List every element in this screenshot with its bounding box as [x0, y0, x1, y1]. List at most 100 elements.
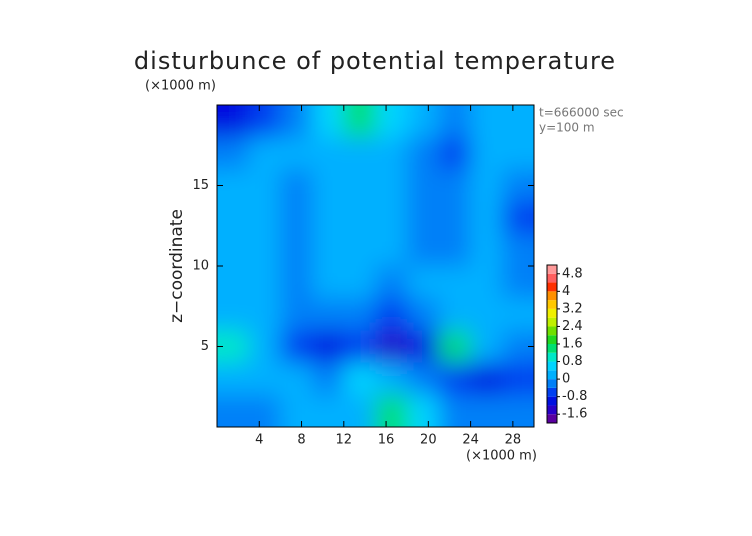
- field-cell: [470, 298, 504, 332]
- field-cell: [470, 266, 504, 300]
- field-cell: [407, 169, 440, 203]
- field-cell: [248, 105, 282, 139]
- field-cell: [312, 330, 345, 364]
- chart-title: disturbunce of potential temperature: [134, 47, 616, 75]
- field-cell: [217, 233, 250, 267]
- field-cell: [312, 298, 345, 332]
- field-cell: [312, 105, 345, 139]
- field-cell: [280, 201, 314, 235]
- colorbar-band: [547, 387, 557, 397]
- x-tick-label: 12: [336, 433, 353, 448]
- field-cell: [438, 362, 472, 396]
- colorbar-band: [547, 361, 557, 371]
- field-cell: [217, 362, 250, 396]
- field: [217, 105, 534, 427]
- field-cell: [312, 362, 345, 396]
- field-cell: [280, 330, 314, 364]
- axes: 4 8 12 16 20 24 28 5 10 15 -1.6 -0.8 0 0.8 1.6 2.4 3.2 4 4…: [192, 104, 587, 448]
- field-cell: [248, 394, 282, 427]
- colorbar-band: [547, 414, 557, 423]
- field-cell: [217, 298, 250, 332]
- field-cell: [438, 169, 472, 203]
- field-cell: [312, 266, 345, 300]
- colorbar-band: [547, 291, 557, 301]
- field-cell: [312, 394, 345, 427]
- colorbar-band: [547, 335, 557, 344]
- field-cell: [438, 330, 472, 364]
- field-cell: [280, 266, 314, 300]
- colorbar-band: [547, 282, 557, 292]
- field-cell: [438, 233, 472, 267]
- field-cell: [280, 233, 314, 267]
- colorbar-band: [547, 265, 557, 274]
- field-cell: [438, 394, 472, 427]
- colorbar-band: [547, 300, 557, 309]
- field-cell: [312, 233, 345, 267]
- colorbar-band: [547, 326, 557, 336]
- field-cell: [343, 169, 377, 203]
- field-cell: [280, 362, 314, 396]
- field-cell: [343, 362, 377, 396]
- y-tick-label: 5: [201, 339, 209, 354]
- field-cell: [343, 137, 377, 171]
- field-cell: [248, 169, 282, 203]
- field-cell: [280, 298, 314, 332]
- field-cell: [438, 137, 472, 171]
- colorbar-band: [547, 405, 557, 415]
- field-cell: [280, 137, 314, 171]
- field-cell: [217, 137, 250, 171]
- field-cell: [343, 394, 377, 427]
- field-cell: [407, 201, 440, 235]
- field-cell: [470, 137, 504, 171]
- colorbar-tick-label: 1.6: [562, 337, 583, 352]
- field-cell: [502, 201, 534, 235]
- y-axis-label: z−coordinate: [167, 209, 187, 323]
- x-tick-label: 4: [255, 433, 263, 448]
- annotation: y=100 m: [539, 121, 595, 135]
- field-cell: [280, 105, 314, 139]
- field-cell: [470, 105, 504, 139]
- colorbar-band: [547, 308, 557, 318]
- y-tick-label: 10: [192, 259, 209, 274]
- field-cell: [375, 137, 409, 171]
- field-cell: [502, 137, 534, 171]
- x-tick-label: 28: [505, 433, 522, 448]
- field-cell: [343, 201, 377, 235]
- field-cell: [407, 298, 440, 332]
- x-tick-label: 16: [378, 433, 395, 448]
- field-cell: [217, 105, 250, 139]
- x-tick-label: 8: [297, 433, 305, 448]
- colorbar-tick-label: 3.2: [562, 301, 583, 316]
- field-cell: [375, 266, 409, 300]
- field-cell: [343, 233, 377, 267]
- field-cell: [312, 137, 345, 171]
- field-cell: [375, 201, 409, 235]
- colorbar-tick-label: 4: [562, 284, 570, 299]
- field-cell: [343, 266, 377, 300]
- colorbar-tick-label: -1.6: [562, 407, 587, 422]
- colorbar-tick-label: -0.8: [562, 389, 587, 404]
- y-tick-label: 15: [192, 178, 209, 193]
- field-cell: [502, 233, 534, 267]
- colorbar-band: [547, 379, 557, 388]
- x-tick-label: 24: [462, 433, 479, 448]
- field-cell: [312, 201, 345, 235]
- field-cell: [407, 233, 440, 267]
- x-tick-label: 20: [420, 433, 437, 448]
- colorbar-band: [547, 317, 557, 327]
- field-cell: [438, 201, 472, 235]
- field-cell: [407, 394, 440, 427]
- field-cell: [502, 105, 534, 139]
- field-cell: [217, 266, 250, 300]
- field-cell: [438, 105, 472, 139]
- field-cell: [502, 266, 534, 300]
- field-cell: [375, 298, 409, 332]
- field-cell: [407, 137, 440, 171]
- field-cell: [248, 330, 282, 364]
- field-cell: [470, 201, 504, 235]
- field-cell: [375, 105, 409, 139]
- field-cells: [217, 105, 534, 427]
- annotation: t=666000 sec: [539, 106, 624, 120]
- field-cell: [407, 105, 440, 139]
